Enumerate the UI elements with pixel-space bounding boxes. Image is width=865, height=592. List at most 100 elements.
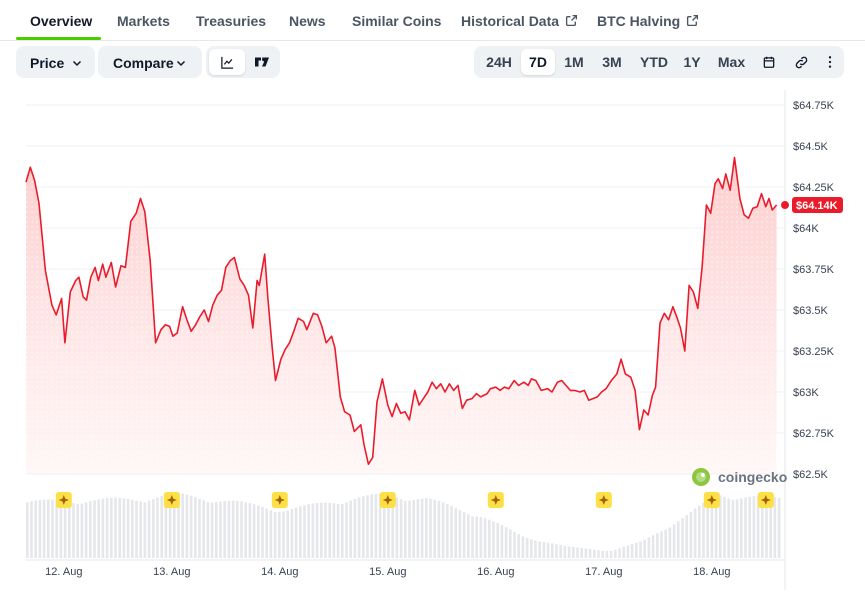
tab-btc-halving[interactable]: BTC Halving (597, 0, 699, 40)
volume-bar (509, 529, 512, 558)
volume-bar (114, 497, 117, 558)
volume-bar (475, 516, 478, 558)
volume-bar (156, 497, 159, 558)
coingecko-watermark: coingecko (692, 468, 787, 486)
volume-bar (672, 524, 676, 558)
volume-bar (530, 539, 533, 558)
event-marker-icon (163, 492, 180, 508)
volume-bar (559, 544, 562, 558)
range-7d[interactable]: 7D (521, 49, 555, 75)
tradingview-button[interactable] (247, 49, 277, 75)
line-chart-button[interactable] (209, 49, 245, 75)
volume-bar (219, 501, 222, 558)
volume-bar (609, 551, 613, 558)
price-area-texture (26, 157, 777, 474)
chart-toolbar: Price Compare 24H 7D 1M 3M YTD 1Y Max (0, 46, 865, 80)
volume-bar (139, 501, 142, 558)
volume-bar (391, 496, 394, 558)
volume-bar (135, 500, 138, 558)
volume-bar (126, 499, 130, 558)
compare-dropdown[interactable]: Compare (98, 46, 202, 78)
volume-bar (89, 501, 92, 558)
tab-overview[interactable]: Overview (30, 13, 93, 29)
volume-bar (290, 509, 294, 558)
tab-markets[interactable]: Markets (117, 13, 170, 29)
volume-bar (387, 494, 390, 558)
volume-bar (433, 499, 436, 558)
event-marker-icon (595, 492, 612, 508)
volume-bar (408, 500, 411, 558)
volume-bar (572, 547, 575, 558)
y-axis: $64.75K $64.5K $64.25K $64K $63.75K $63.5K $63… (793, 100, 835, 481)
sparkle-icon (382, 495, 393, 505)
volume-bar (93, 500, 96, 558)
volume-bar (454, 507, 457, 558)
volume-bar (374, 493, 378, 558)
volume-bar (450, 505, 453, 558)
range-24h[interactable]: 24H (486, 54, 512, 70)
volume-bar (353, 498, 357, 558)
tab-btc-halving-label: BTC Halving (597, 13, 681, 29)
volume-bar (462, 512, 466, 558)
volume-bar (756, 495, 760, 558)
volume-bar (294, 507, 298, 558)
volume-bar (731, 499, 735, 558)
range-ytd[interactable]: YTD (640, 54, 668, 70)
sparkle-icon (274, 495, 285, 505)
volume-bar (122, 498, 126, 558)
volume-bar (769, 496, 772, 558)
volume-bar (131, 499, 134, 558)
volume-bar (639, 541, 642, 558)
volume-bar (370, 494, 373, 558)
volume-bar (714, 495, 718, 558)
share-link-button[interactable] (787, 49, 815, 75)
tab-historical-data[interactable]: Historical Data (461, 0, 578, 40)
volume-bar (425, 498, 428, 558)
volume-bar (458, 510, 462, 558)
price-chart[interactable]: $64.75K $64.5K $64.25K $64K $63.75K $63.5K $63… (0, 90, 865, 592)
y-tick-label: $62.5K (793, 469, 829, 481)
current-price-badge (792, 197, 843, 214)
volume-bar (307, 504, 310, 558)
volume-bar (341, 503, 344, 558)
volume-bar (168, 493, 172, 558)
volume-bar (244, 502, 247, 558)
range-1m[interactable]: 1M (564, 54, 584, 70)
volume-bar (345, 502, 348, 558)
volume-bar (63, 501, 67, 558)
volume-bar (446, 504, 449, 558)
tab-news[interactable]: News (289, 13, 326, 29)
tab-similar-coins[interactable]: Similar Coins (352, 13, 442, 29)
volume-bar (723, 496, 726, 558)
volume-bar (252, 504, 256, 558)
volume-bar (693, 508, 697, 558)
volume-bar (147, 500, 151, 558)
volume-bar (55, 499, 58, 558)
volume-bar (555, 544, 558, 558)
link-icon (795, 56, 807, 69)
volume-bar (614, 549, 617, 558)
volume-bar (563, 545, 567, 558)
volume-bar (681, 518, 684, 558)
range-1y[interactable]: 1Y (683, 54, 701, 70)
volume-bar (164, 494, 168, 558)
range-3m[interactable]: 3M (602, 54, 622, 70)
volume-bar (383, 493, 386, 558)
sparkle-icon (166, 495, 177, 505)
date-range-button[interactable] (756, 49, 782, 75)
volume-bar (630, 544, 634, 558)
volume-bar (366, 495, 369, 558)
price-dropdown[interactable]: Price (16, 46, 95, 78)
volume-bar (492, 521, 495, 558)
tab-treasuries[interactable]: Treasuries (196, 13, 267, 29)
y-tick-label: $63.25K (793, 346, 835, 358)
sparkle-icon (760, 495, 771, 505)
volume-bar (143, 502, 147, 558)
y-tick-label: $63.75K (793, 264, 835, 276)
event-marker-icon (703, 492, 720, 508)
range-max[interactable]: Max (717, 54, 746, 70)
volume-bar (223, 501, 226, 558)
volume-bar (210, 502, 214, 558)
chevron-down-icon (176, 60, 186, 67)
more-options-button[interactable] (819, 49, 841, 75)
